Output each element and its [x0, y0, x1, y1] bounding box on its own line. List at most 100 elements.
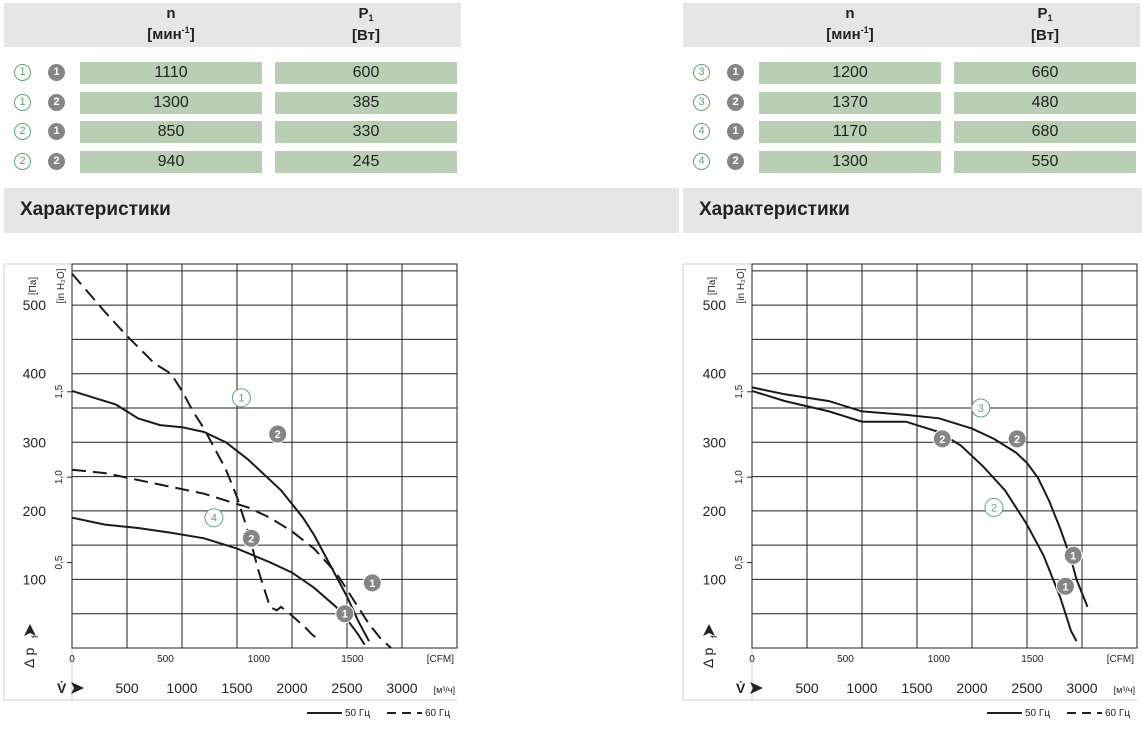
- x-tick-label: 1500: [221, 680, 252, 696]
- x-tick-label: 500: [795, 680, 819, 696]
- curve-marker: [932, 429, 952, 449]
- x-axis-symbol: V̇: [57, 680, 67, 696]
- table-row: 4 2 1300 550: [683, 151, 1140, 173]
- power-value: 330: [275, 121, 457, 143]
- curve-marker-label: 2: [991, 502, 997, 514]
- x-unit-label: [м³/ч]: [1114, 685, 1135, 695]
- curve-number-badge: 4: [693, 123, 710, 140]
- y-alt-tick-label: 0,5: [54, 555, 65, 569]
- header-speed: n [мин-1]: [826, 5, 874, 43]
- x-alt-tick-label: 1500: [341, 654, 364, 665]
- curve-number-badge: 3: [693, 64, 710, 81]
- x-axis-arrow: [71, 682, 84, 694]
- curve-marker: [268, 424, 288, 444]
- series-line: [71, 272, 322, 642]
- legend-label-60hz: 60 Гц: [1105, 708, 1130, 719]
- series-line: [71, 468, 392, 649]
- speed-value: 940: [80, 151, 262, 173]
- section-title: Характеристики: [4, 188, 679, 233]
- curve-marker: [1007, 429, 1027, 449]
- power-value: 600: [275, 62, 457, 84]
- x-tick-label: 2500: [331, 680, 362, 696]
- y-alt-tick-label: 1,5: [54, 384, 65, 398]
- section-title: Характеристики: [683, 188, 1142, 233]
- speed-value: 1370: [759, 92, 941, 114]
- series-line: [751, 386, 1089, 608]
- table-header: n [мин-1] P1 [Вт]: [4, 3, 461, 47]
- curve-marker-label: 1: [342, 609, 348, 621]
- variant-number-badge: 2: [727, 153, 744, 170]
- speed-value: 850: [80, 121, 262, 143]
- curve-marker-label: 4: [211, 513, 217, 525]
- x-alt-tick-label: 1000: [928, 654, 951, 665]
- x-tick-label: 2000: [956, 680, 987, 696]
- plot-frame: [751, 263, 1138, 649]
- y-alt-tick-label: 1,5: [734, 384, 745, 398]
- header-speed: n [мин-1]: [147, 5, 195, 43]
- table-row: 3 2 1370 480: [683, 92, 1140, 114]
- y-tick-label: 200: [703, 503, 727, 519]
- curve-marker-label: 1: [1062, 581, 1068, 593]
- curve-number-badge: 1: [14, 94, 31, 111]
- legend-label-50hz: 50 Гц: [345, 708, 370, 719]
- x-alt-tick-label: 0: [69, 654, 75, 665]
- x-tick-label: 1000: [166, 680, 197, 696]
- y-tick-label: 300: [703, 434, 727, 450]
- power-value: 550: [954, 151, 1136, 173]
- x-axis-symbol: V̇: [736, 680, 746, 696]
- y-tick-label: 300: [23, 434, 47, 450]
- table-header: n [мин-1] P1 [Вт]: [683, 3, 1140, 47]
- y-axis-symbol-sub: f: [709, 635, 719, 638]
- power-value: 680: [954, 121, 1136, 143]
- variant-number-badge: 2: [48, 94, 65, 111]
- curve-marker: [241, 528, 261, 548]
- curve-number-badge: 4: [693, 153, 710, 170]
- speed-value: 1300: [759, 151, 941, 173]
- panel-left: n [мин-1] P1 [Вт] 1 1 1110 600 1 2 1300 …: [4, 0, 464, 732]
- curve-number-badge: 1: [14, 64, 31, 81]
- x-tick-label: 500: [115, 680, 139, 696]
- y-tick-label: 400: [23, 366, 47, 382]
- curve-number-badge: 3: [693, 94, 710, 111]
- power-value: 660: [954, 62, 1136, 84]
- speed-value: 1200: [759, 62, 941, 84]
- table-row: 2 1 850 330: [4, 121, 461, 143]
- curve-marker-label: 2: [939, 434, 945, 446]
- curve-marker: [231, 388, 251, 408]
- panel-right: n [мин-1] P1 [Вт] 3 1 1200 660 3 2 1370 …: [683, 0, 1142, 732]
- curve-marker-label: 2: [1014, 434, 1020, 446]
- y-tick-label: 100: [23, 571, 47, 587]
- table-row: 3 1 1200 660: [683, 62, 1140, 84]
- series-line: [751, 389, 1078, 642]
- legend-label-50hz: 50 Гц: [1025, 708, 1050, 719]
- table-row: 1 1 1110 600: [4, 62, 461, 84]
- x-tick-label: 1500: [901, 680, 932, 696]
- power-value: 480: [954, 92, 1136, 114]
- x-alt-tick-label: 0: [749, 654, 755, 665]
- y-axis-symbol: Δ p: [700, 648, 716, 668]
- speed-value: 1110: [80, 62, 262, 84]
- curve-marker-label: 2: [248, 533, 254, 545]
- y-tick-label: 500: [703, 297, 727, 313]
- x-alt-tick-label: 1500: [1021, 654, 1044, 665]
- legend-label-60hz: 60 Гц: [425, 708, 450, 719]
- x-tick-label: 1000: [846, 680, 877, 696]
- x-unit-label: [м³/ч]: [434, 685, 455, 695]
- variant-number-badge: 1: [727, 123, 744, 140]
- curve-marker: [362, 573, 382, 593]
- y-tick-label: 200: [23, 503, 47, 519]
- y-tick-label: 100: [703, 571, 727, 587]
- curve-marker: [984, 497, 1004, 517]
- y-alt-tick-label: 0,5: [734, 555, 745, 569]
- x-alt-unit-label: [CFM]: [1107, 654, 1134, 665]
- curve-marker: [204, 508, 224, 528]
- header-power: P1 [Вт]: [1031, 5, 1059, 44]
- plot-frame: [71, 263, 458, 649]
- curve-marker-label: 1: [369, 578, 375, 590]
- curve-number-badge: 2: [14, 153, 31, 170]
- curve-marker: [1063, 545, 1083, 565]
- x-alt-tick-label: 500: [157, 654, 174, 665]
- y-tick-label: 500: [23, 297, 47, 313]
- curve-marker: [335, 604, 355, 624]
